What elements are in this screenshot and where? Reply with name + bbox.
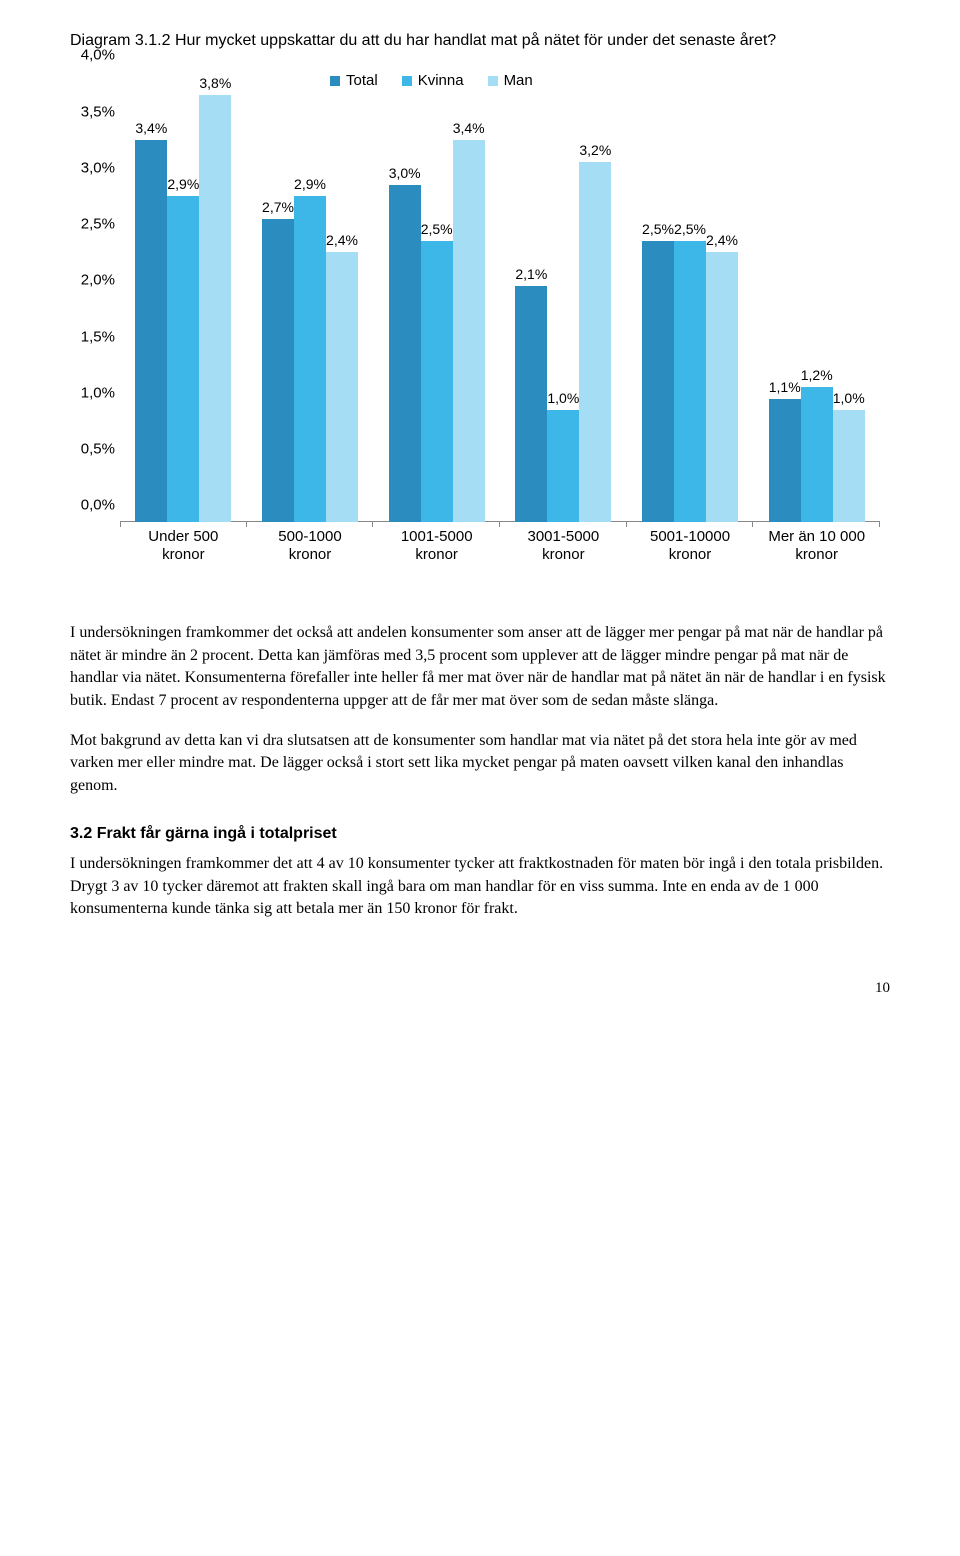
bar: 2,4%	[326, 252, 358, 522]
y-tick-label: 3,0%	[70, 159, 115, 176]
bar-group: 2,1%1,0%3,2%3001-5000kronor	[500, 72, 627, 522]
bar: 2,4%	[706, 252, 738, 522]
bar: 2,5%	[674, 241, 706, 522]
bar-value-label: 2,1%	[515, 266, 547, 282]
bar: 1,1%	[769, 399, 801, 523]
bar: 2,5%	[421, 241, 453, 522]
bars: 2,7%2,9%2,4%	[262, 72, 358, 522]
bar: 3,8%	[199, 95, 231, 523]
bar-value-label: 1,2%	[801, 367, 833, 383]
bar-value-label: 3,8%	[199, 75, 231, 91]
bar-value-label: 2,9%	[167, 176, 199, 192]
x-tick-label: Mer än 10 000kronor	[753, 522, 880, 564]
y-tick-label: 4,0%	[70, 47, 115, 64]
bar-value-label: 2,5%	[421, 221, 453, 237]
bar-group: 2,5%2,5%2,4%5001-10000kronor	[627, 72, 754, 522]
bars: 2,1%1,0%3,2%	[515, 72, 611, 522]
body-paragraph: Mot bakgrund av detta kan vi dra slutsat…	[70, 730, 890, 797]
bar-value-label: 1,0%	[833, 390, 865, 406]
chart-title: Diagram 3.1.2 Hur mycket uppskattar du a…	[70, 30, 890, 52]
bar-chart: TotalKvinnaMan 3,4%2,9%3,8%Under 500kron…	[70, 72, 890, 572]
bar-group: 3,4%2,9%3,8%Under 500kronor	[120, 72, 247, 522]
bar: 1,0%	[547, 410, 579, 523]
bar-value-label: 3,2%	[579, 142, 611, 158]
bar: 3,2%	[579, 162, 611, 522]
body-paragraph: I undersökningen framkommer det att 4 av…	[70, 853, 890, 920]
bars: 3,0%2,5%3,4%	[389, 72, 485, 522]
bar: 1,0%	[833, 410, 865, 523]
bar-groups: 3,4%2,9%3,8%Under 500kronor2,7%2,9%2,4%5…	[120, 72, 880, 522]
bar: 2,7%	[262, 219, 294, 523]
bar: 2,5%	[642, 241, 674, 522]
y-tick-label: 2,0%	[70, 272, 115, 289]
y-tick-label: 3,5%	[70, 103, 115, 120]
bar: 2,9%	[167, 196, 199, 522]
bar-value-label: 2,4%	[706, 232, 738, 248]
y-tick-label: 0,0%	[70, 497, 115, 514]
bar-group: 3,0%2,5%3,4%1001-5000kronor	[373, 72, 500, 522]
bar: 2,9%	[294, 196, 326, 522]
y-tick-label: 0,5%	[70, 441, 115, 458]
bar-value-label: 2,5%	[642, 221, 674, 237]
bar-value-label: 3,4%	[135, 120, 167, 136]
bar: 1,2%	[801, 387, 833, 522]
bar: 2,1%	[515, 286, 547, 522]
body-paragraph: I undersökningen framkommer det också at…	[70, 622, 890, 712]
bar: 3,0%	[389, 185, 421, 523]
y-tick-label: 2,5%	[70, 216, 115, 233]
x-tick-label: 3001-5000kronor	[500, 522, 627, 564]
bars: 1,1%1,2%1,0%	[769, 72, 865, 522]
bar-value-label: 3,0%	[389, 165, 421, 181]
bar-group: 2,7%2,9%2,4%500-1000kronor	[247, 72, 374, 522]
bar-value-label: 2,5%	[674, 221, 706, 237]
bar: 3,4%	[135, 140, 167, 523]
section-heading: 3.2 Frakt får gärna ingå i totalpriset	[70, 825, 890, 843]
x-tick-label: 5001-10000kronor	[627, 522, 754, 564]
bar-value-label: 2,7%	[262, 199, 294, 215]
bar-value-label: 3,4%	[453, 120, 485, 136]
bar-value-label: 1,1%	[769, 379, 801, 395]
bar: 3,4%	[453, 140, 485, 523]
bar-value-label: 2,4%	[326, 232, 358, 248]
x-tick-label: 1001-5000kronor	[373, 522, 500, 564]
page-number: 10	[70, 980, 890, 997]
y-tick-label: 1,0%	[70, 384, 115, 401]
y-tick-label: 1,5%	[70, 328, 115, 345]
bars: 3,4%2,9%3,8%	[135, 72, 231, 522]
bar-value-label: 2,9%	[294, 176, 326, 192]
bar-value-label: 1,0%	[547, 390, 579, 406]
x-tick-label: Under 500kronor	[120, 522, 247, 564]
bar-group: 1,1%1,2%1,0%Mer än 10 000kronor	[753, 72, 880, 522]
bars: 2,5%2,5%2,4%	[642, 72, 738, 522]
x-tick-label: 500-1000kronor	[247, 522, 374, 564]
